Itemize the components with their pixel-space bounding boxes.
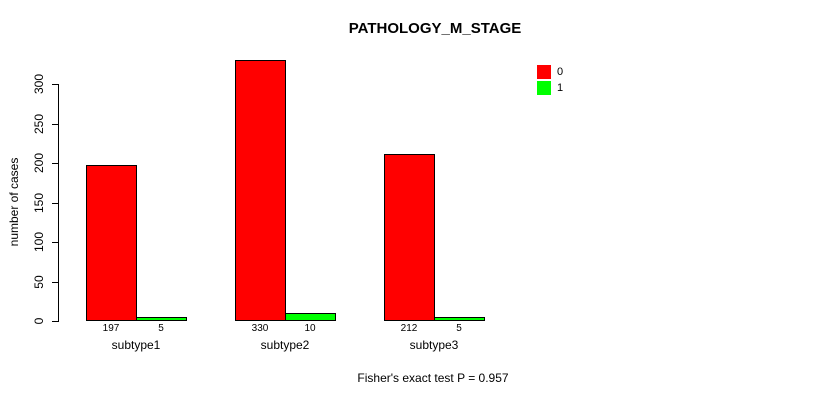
y-axis-line bbox=[58, 84, 59, 322]
category-label-subtype1: subtype1 bbox=[111, 338, 161, 352]
bar-value-label: 197 bbox=[102, 323, 120, 334]
legend-label: 1 bbox=[557, 82, 564, 94]
bar-subtype3-series0 bbox=[384, 154, 435, 321]
bar-subtype1-series1 bbox=[136, 317, 187, 321]
y-axis-tick-label: 200 bbox=[32, 152, 46, 174]
y-axis-tick-label: 0 bbox=[32, 317, 46, 325]
y-axis-tick bbox=[52, 84, 58, 85]
y-axis-tick bbox=[52, 163, 58, 164]
bar-value-label: 5 bbox=[456, 323, 462, 334]
bar-subtype1-series0 bbox=[86, 165, 137, 321]
y-axis-tick-label: 50 bbox=[32, 275, 46, 289]
y-axis-tick bbox=[52, 203, 58, 204]
y-axis-label: number of cases bbox=[7, 157, 21, 247]
y-axis-tick-label: 300 bbox=[32, 73, 46, 95]
chart-title: PATHOLOGY_M_STAGE bbox=[348, 20, 522, 37]
y-axis-tick bbox=[52, 124, 58, 125]
bar-value-label: 10 bbox=[304, 323, 316, 334]
legend-entry-1: 1 bbox=[537, 81, 563, 95]
bar-value-label: 212 bbox=[400, 323, 418, 334]
y-axis-tick-label: 150 bbox=[32, 192, 46, 214]
y-axis-tick bbox=[52, 282, 58, 283]
bar-value-label: 5 bbox=[158, 323, 164, 334]
legend-entry-0: 0 bbox=[537, 65, 563, 79]
stat-annotation: Fisher's exact test P = 0.957 bbox=[357, 371, 509, 385]
y-axis-tick-label: 250 bbox=[32, 113, 46, 135]
legend-swatch-icon bbox=[537, 65, 551, 79]
category-label-subtype3: subtype3 bbox=[409, 338, 459, 352]
y-axis-tick-label: 100 bbox=[32, 231, 46, 253]
legend-swatch-icon bbox=[537, 81, 551, 95]
bar-subtype3-series1 bbox=[434, 317, 485, 321]
bar-value-label: 330 bbox=[251, 323, 269, 334]
bar-subtype2-series0 bbox=[235, 60, 286, 321]
y-axis-tick bbox=[52, 242, 58, 243]
bar-subtype2-series1 bbox=[285, 313, 336, 321]
y-axis-tick bbox=[52, 321, 58, 322]
category-label-subtype2: subtype2 bbox=[260, 338, 310, 352]
legend-label: 0 bbox=[557, 66, 564, 78]
